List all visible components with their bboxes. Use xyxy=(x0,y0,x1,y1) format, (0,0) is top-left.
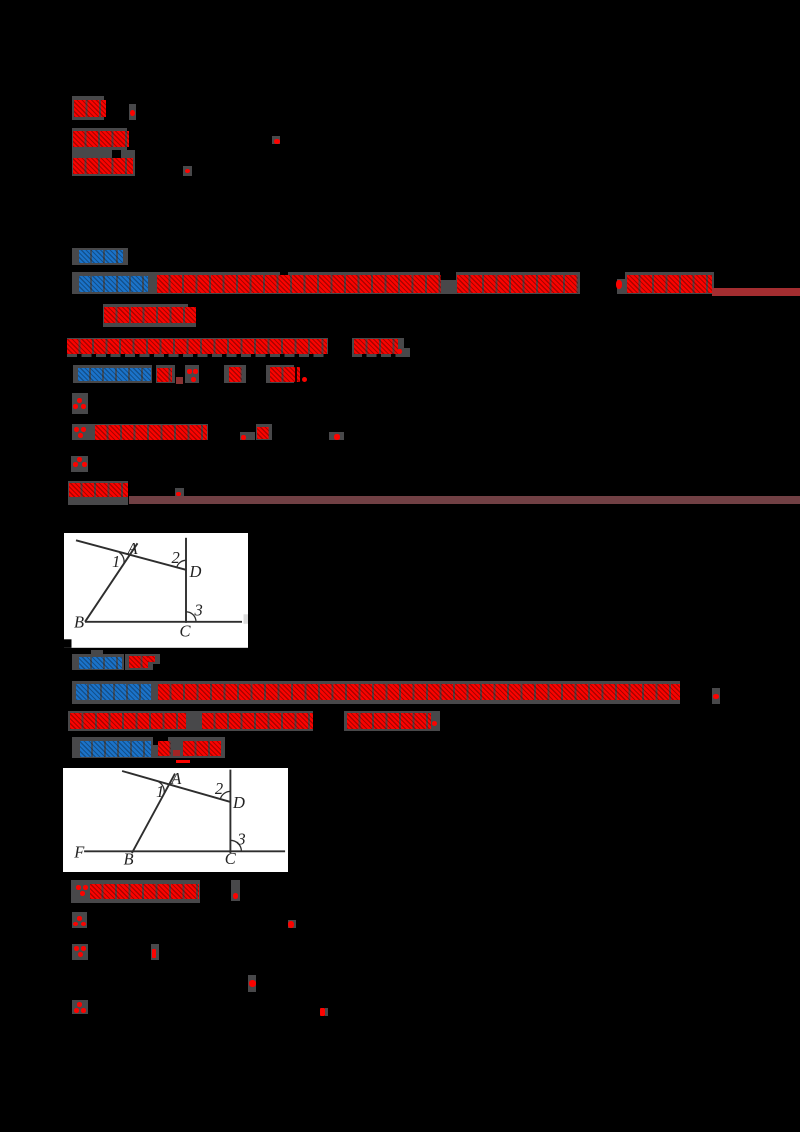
svg-text:B: B xyxy=(124,849,134,868)
svg-text:B: B xyxy=(74,612,84,631)
svg-text:3: 3 xyxy=(193,600,202,619)
svg-text:2: 2 xyxy=(215,779,223,798)
svg-text:F: F xyxy=(74,842,86,861)
svg-text:C: C xyxy=(225,849,237,868)
svg-text:2: 2 xyxy=(171,548,179,567)
svg-text:A: A xyxy=(126,539,138,558)
svg-text:1: 1 xyxy=(156,782,164,801)
svg-text:D: D xyxy=(232,793,245,812)
svg-text:D: D xyxy=(188,562,201,581)
svg-text:A: A xyxy=(171,769,183,788)
svg-text:C: C xyxy=(179,621,191,640)
svg-text:3: 3 xyxy=(237,829,246,848)
svg-text:1: 1 xyxy=(112,552,120,571)
